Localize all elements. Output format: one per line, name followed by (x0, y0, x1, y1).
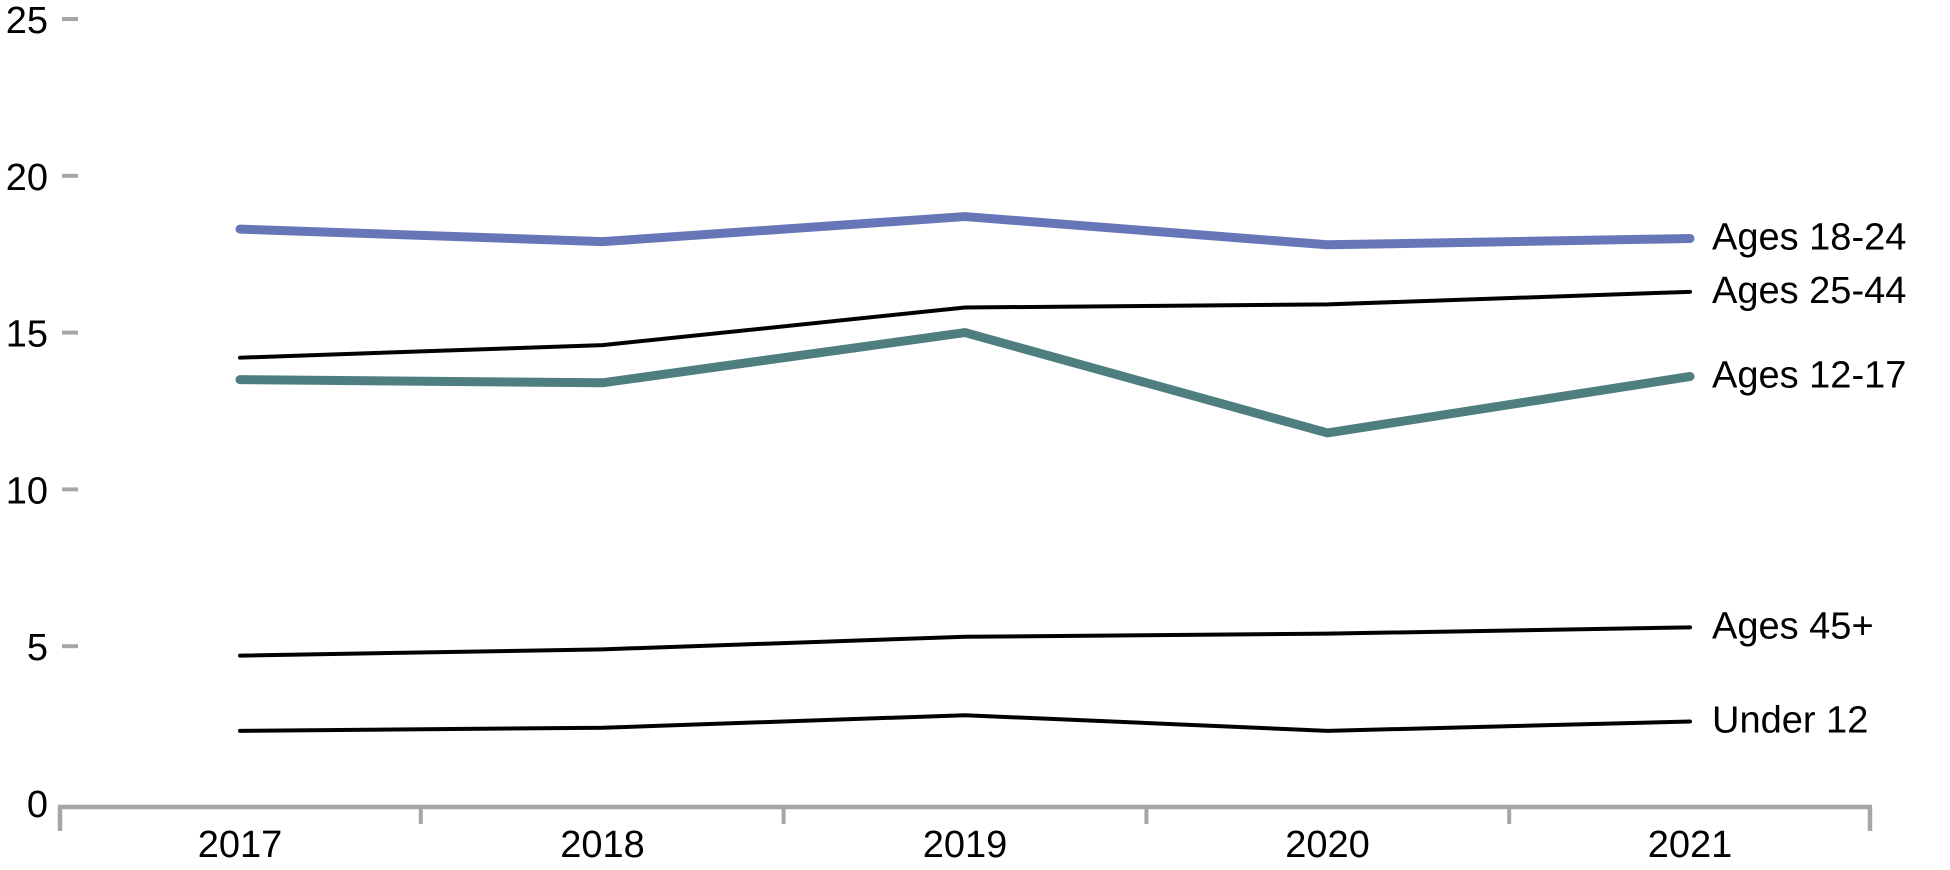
x-axis-label-2020: 2020 (1285, 824, 1370, 866)
series-label-ages-18-24: Ages 18-24 (1712, 217, 1906, 259)
y-axis-label: 10 (6, 470, 48, 512)
y-axis-label: 5 (27, 627, 48, 669)
y-axis-label: 20 (6, 157, 48, 199)
series-line-ages-25-44 (238, 289, 1692, 360)
series-label-ages-12-17: Ages 12-17 (1712, 355, 1906, 397)
y-axis-label: 0 (27, 784, 48, 826)
series-line-ages-18-24 (235, 212, 1695, 250)
y-axis-label: 15 (6, 314, 48, 356)
x-axis-label-2019: 2019 (923, 824, 1008, 866)
series-line-under-12 (238, 713, 1692, 733)
x-axis-label-2021: 2021 (1648, 824, 1733, 866)
y-axis-label: 25 (6, 0, 48, 42)
series-label-under-12: Under 12 (1712, 699, 1868, 741)
series-label-ages-25-44: Ages 25-44 (1712, 270, 1906, 312)
series-line-ages-45 (238, 625, 1692, 658)
x-axis-label-2017: 2017 (198, 824, 283, 866)
series-line-ages-12-17 (235, 328, 1695, 438)
series-label-ages-45: Ages 45+ (1712, 605, 1874, 647)
x-axis-label-2018: 2018 (560, 824, 645, 866)
